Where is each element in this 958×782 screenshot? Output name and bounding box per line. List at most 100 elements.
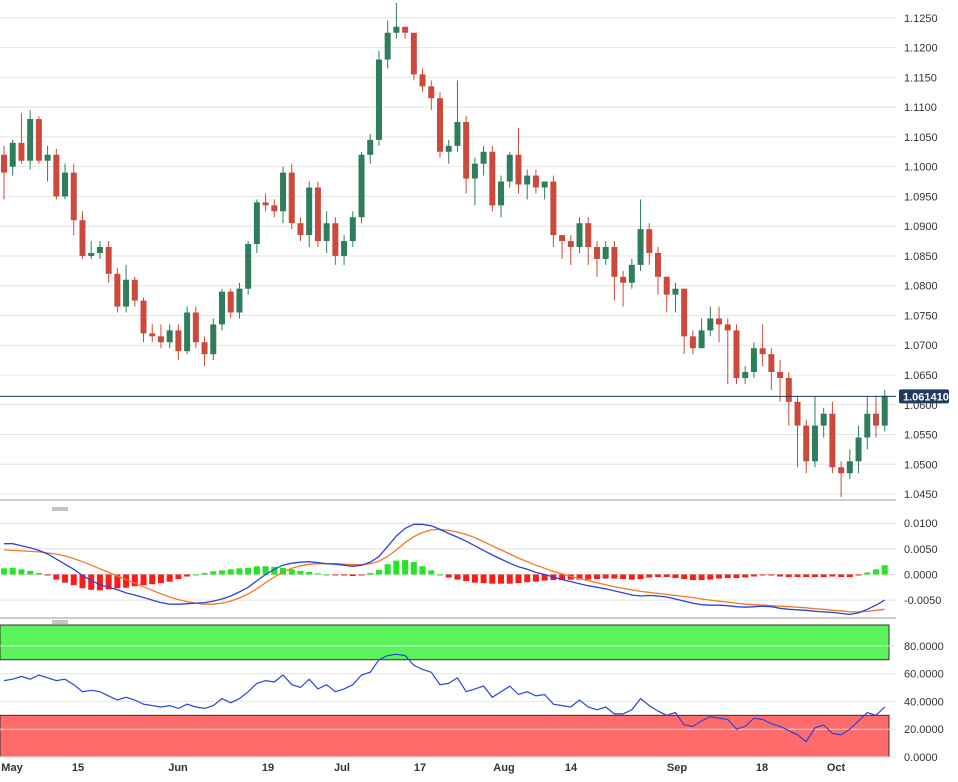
- x-axis-tick-label: Sep: [667, 762, 687, 774]
- macd-line: [4, 523, 886, 616]
- macd-histogram-bar: [437, 574, 443, 576]
- macd-histogram-bar: [759, 574, 766, 576]
- candle-body-down: [262, 202, 269, 206]
- price-tick-label: 1.0650: [904, 370, 938, 382]
- macd-histogram-bar: [506, 574, 513, 584]
- macd-histogram-bar: [663, 574, 670, 578]
- macd-histogram-bar: [227, 569, 234, 575]
- macd-histogram-bar: [96, 574, 103, 591]
- rsi-tick-label: 0.0000: [904, 752, 938, 764]
- candle-body-down: [437, 98, 443, 152]
- macd-histogram-bar: [480, 574, 487, 584]
- candle-body-down: [402, 26, 409, 33]
- macd-histogram-bar: [794, 574, 801, 578]
- candle-body-up: [750, 348, 757, 373]
- macd-histogram-bar: [585, 574, 592, 580]
- macd-histogram-bar: [280, 567, 287, 575]
- candle-body-up: [742, 372, 749, 378]
- panel-resize-handle-2[interactable]: [48, 618, 70, 626]
- candle-body-up: [245, 244, 252, 289]
- candle-body-up: [637, 229, 644, 265]
- candle-body-up: [480, 151, 487, 164]
- candle-body-down: [70, 172, 77, 221]
- candle-body-up: [358, 154, 365, 218]
- macd-histogram-bar: [803, 574, 810, 578]
- macd-histogram-bar: [454, 574, 461, 580]
- macd-histogram-bar: [419, 566, 426, 575]
- rsi-tick-label: 20.0000: [904, 724, 944, 736]
- x-axis-tick-label: 18: [756, 762, 768, 774]
- price-tick-label: 1.0900: [904, 221, 938, 233]
- macd-histogram-bar: [637, 574, 644, 580]
- macd-histogram-bar: [53, 574, 60, 580]
- candle-body-down: [681, 288, 688, 337]
- candle-body-up: [602, 247, 609, 259]
- price-tick-label: 1.0950: [904, 191, 938, 203]
- candle-body-up: [576, 223, 583, 248]
- candle-body-down: [175, 330, 182, 352]
- price-tick-label: 1.1100: [904, 102, 937, 114]
- candle-body-down: [829, 413, 836, 468]
- candle-body-down: [646, 229, 653, 253]
- macd-histogram-bar: [733, 574, 740, 579]
- candle-body-down: [532, 175, 539, 188]
- macd-histogram-bar: [297, 570, 304, 575]
- candle-body-down: [620, 276, 627, 283]
- macd-histogram-bar: [655, 574, 661, 578]
- macd-panel: 0.0100 0.0050 0.0000 -0.0050: [0, 518, 941, 619]
- candle-body-up: [44, 154, 51, 161]
- panel-resize-handle-1-hit[interactable]: [48, 505, 70, 513]
- candle-body-down: [716, 318, 723, 325]
- rsi-overbought-zone: [0, 624, 890, 661]
- candle-body-up: [846, 461, 853, 474]
- x-axis-tick-label: Jun: [168, 762, 188, 774]
- candle-body-up: [672, 288, 679, 295]
- candle-body-down: [873, 413, 879, 426]
- price-tick-label: 1.0800: [904, 281, 938, 293]
- macd-histogram-bar: [881, 565, 888, 575]
- macd-histogram-bar: [288, 569, 295, 575]
- macd-histogram-bar: [724, 574, 731, 579]
- candle-body-down: [593, 247, 600, 259]
- x-axis-tick-label: 15: [72, 762, 84, 774]
- price-tick-label: 1.0850: [904, 251, 938, 263]
- macd-histogram-bar: [620, 574, 627, 580]
- panel-resize-handle-1[interactable]: [48, 505, 70, 513]
- macd-histogram-bar: [777, 574, 784, 577]
- macd-histogram-bar: [149, 574, 156, 585]
- candle-body-up: [855, 437, 862, 462]
- candle-body-down: [114, 273, 121, 307]
- rsi-oversold-zone: [0, 714, 890, 758]
- price-tick-label: 1.0500: [904, 459, 938, 471]
- macd-histogram-bar: [323, 574, 330, 576]
- candle-body-down: [140, 300, 147, 334]
- candle-body-down: [18, 142, 25, 161]
- candle-body-down: [35, 119, 42, 161]
- macd-histogram-bar: [611, 574, 618, 579]
- current-price-label-background: [899, 389, 949, 404]
- candle-body-down: [463, 122, 470, 179]
- macd-histogram-bar: [332, 574, 339, 576]
- macd-histogram-bar: [18, 569, 25, 575]
- candle-body-up: [393, 26, 400, 33]
- candle-body-up: [280, 172, 287, 212]
- macd-histogram-bar: [742, 574, 749, 578]
- candle-body-up: [541, 181, 548, 188]
- macd-histogram-bar: [175, 574, 182, 580]
- candle-body-down: [332, 223, 339, 256]
- candle-body-down: [759, 348, 766, 355]
- macd-histogram-bar: [541, 574, 548, 581]
- macd-histogram-bar: [515, 574, 522, 584]
- x-axis-tick-label: 19: [262, 762, 274, 774]
- macd-tick-label: 0.0050: [904, 544, 938, 556]
- macd-histogram-bar: [131, 574, 138, 587]
- candle-body-up: [454, 122, 461, 146]
- macd-histogram-bar: [271, 566, 278, 575]
- macd-histogram-bar: [367, 572, 374, 575]
- macd-histogram-bar: [219, 570, 225, 575]
- x-axis-tick-label: Aug: [493, 762, 514, 774]
- macd-histogram-bar: [559, 574, 566, 581]
- macd-histogram-bar: [114, 574, 121, 589]
- candle-body-down: [105, 247, 112, 274]
- macd-histogram-bar: [253, 566, 260, 575]
